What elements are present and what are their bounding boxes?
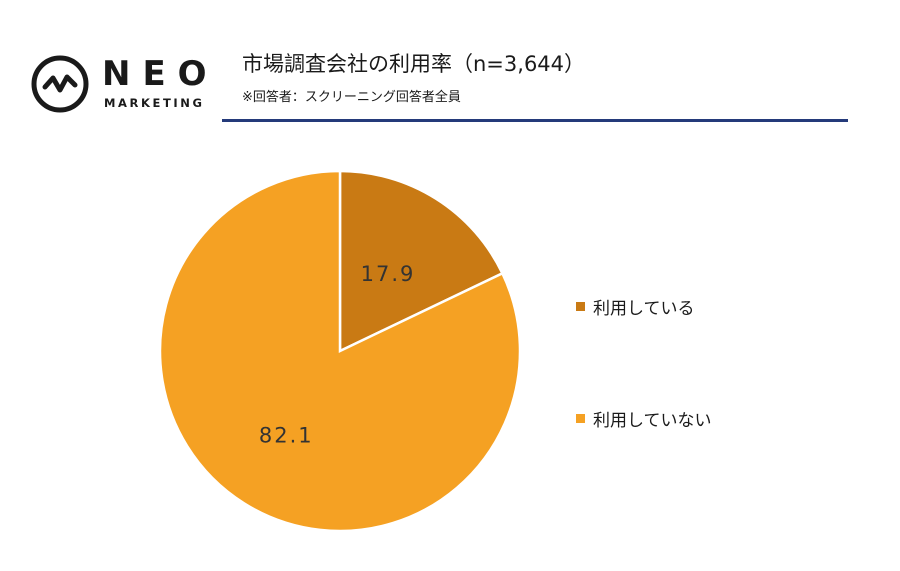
logo-subtext: MARKETING (104, 96, 205, 110)
legend-item-1: 利用している (576, 294, 695, 319)
pie-data-label-1: 17.9 (361, 262, 416, 286)
pie-data-label-2: 82.1 (259, 423, 314, 447)
header-divider (222, 119, 848, 122)
legend-item-2: 利用していない (576, 406, 712, 431)
legend-swatch (576, 414, 585, 423)
pie-slice-2 (158, 169, 522, 533)
neo-wave-circle-icon (31, 55, 89, 113)
neo-marketing-logo: NEO MARKETING (28, 52, 218, 122)
chart-title: 市場調査会社の利用率（n=3,644） (242, 52, 586, 76)
legend-label: 利用していない (593, 411, 712, 431)
legend-swatch (576, 302, 585, 311)
legend-label: 利用している (593, 299, 695, 319)
chart-subtitle: ※回答者：スクリーニング回答者全員 (242, 90, 461, 105)
logo-wordmark: NEO (102, 54, 219, 94)
pie-slice-1 (338, 169, 505, 353)
